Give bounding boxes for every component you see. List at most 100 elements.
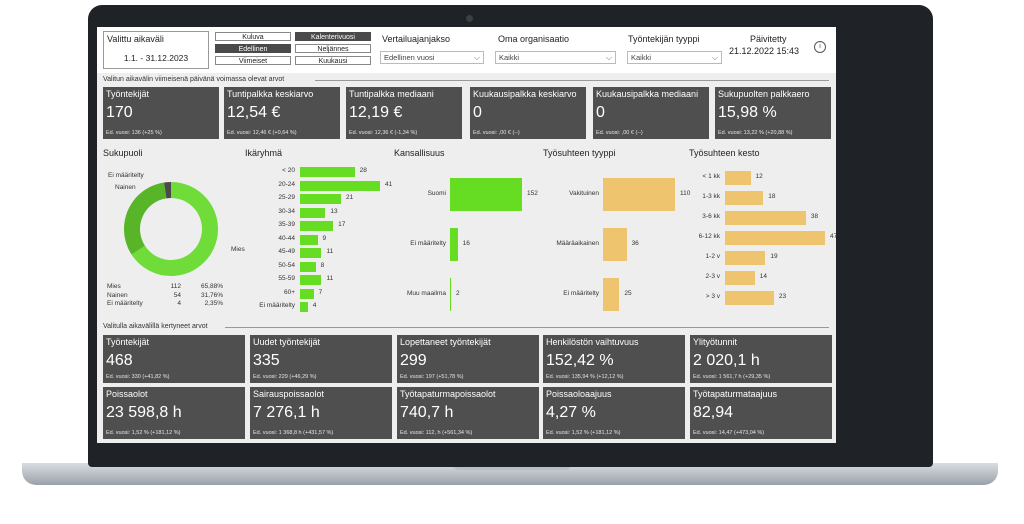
kpi-title: Ylityötunnit — [693, 337, 738, 347]
bar[interactable] — [603, 278, 620, 311]
period-selector[interactable]: Valittu aikaväli 1.1. - 31.12.2023 — [103, 31, 209, 69]
bar[interactable] — [725, 211, 806, 225]
kpi-card[interactable]: Sukupuolten palkkaero 15,98 % Ed. vuosi: 1… — [715, 87, 831, 139]
bar[interactable] — [300, 180, 380, 191]
bar[interactable] — [300, 248, 322, 258]
bar[interactable] — [300, 221, 334, 231]
kpi-card[interactable]: Kuukausipalkka keskiarvo 0 Ed. vuosi: ,00 … — [470, 87, 586, 139]
bar[interactable] — [300, 234, 318, 245]
bar-value-label: 25 — [624, 289, 632, 297]
emptype-value: Kaikki — [631, 53, 652, 62]
kpi-title: Työtapaturmataajuus — [693, 389, 778, 399]
bar-value-label: 4 — [312, 302, 317, 309]
bar[interactable] — [300, 288, 314, 299]
kpi-card[interactable]: Työntekijät 468 Ed. vuosi: 330 (+41,82 %) — [103, 335, 245, 383]
kpi-prev-year: Ed. vuosi: 229 (+46,29 %) — [253, 374, 317, 380]
kpi-value: 740,7 h — [400, 404, 454, 421]
bar-value-label: 152 — [527, 189, 538, 197]
bar[interactable] — [603, 228, 627, 261]
donut-callout-nainen: Nainen — [115, 184, 136, 191]
gender-legend-pct: 31,76% — [200, 291, 223, 299]
emptype-dropdown[interactable]: Kaikki ⌵ — [627, 51, 722, 64]
kpi-card[interactable]: Kuukausipalkka mediaani 0 Ed. vuosi: ,00 €… — [593, 87, 709, 139]
comparison-dropdown[interactable]: Edellinen vuosi ⌵ — [380, 51, 484, 64]
bar[interactable] — [725, 291, 774, 305]
kpi-card[interactable]: Työntekijät 170 Ed. vuosi: 136 (+25 %) — [103, 87, 219, 139]
gender-legend-count: 4 — [177, 300, 181, 307]
kpi-card[interactable]: Sairauspoissaolot 7 276,1 h Ed. vuosi: 1 3… — [250, 387, 392, 439]
kpi-card[interactable]: Ylityötunnit 2 020,1 h Ed. vuosi: 1 561,7 … — [690, 335, 832, 383]
bar-category-label: 30-34 — [278, 207, 295, 215]
bar[interactable] — [725, 191, 764, 205]
bar[interactable] — [725, 231, 825, 245]
kpi-card[interactable]: Henkilöstön vaihtuvuus 152,42 % Ed. vuosi:… — [543, 335, 685, 383]
bar-value-label: 2 — [456, 289, 460, 297]
bar-category-label: 6-12 kk — [698, 233, 720, 240]
period-btn-neljannes[interactable]: Neljännes — [295, 44, 371, 53]
kpi-value: 468 — [106, 352, 133, 369]
kpi-card[interactable]: Työtapaturmapoissaolot 740,7 h Ed. vuosi: … — [397, 387, 539, 439]
bar-value-label: 23 — [778, 293, 787, 300]
donut-slice-ei-mritelty[interactable] — [164, 182, 171, 199]
kpi-title: Tuntipalkka keskiarvo — [227, 89, 314, 99]
bar[interactable] — [300, 194, 341, 204]
bar-category-label: 50-54 — [278, 261, 295, 269]
kpi-title: Tuntipalkka mediaani — [349, 89, 434, 99]
bar[interactable] — [725, 271, 755, 285]
bar-category-label: < 20 — [282, 167, 295, 174]
info-icon[interactable]: i — [814, 41, 826, 53]
bar[interactable] — [725, 171, 751, 185]
kpi-prev-year: Ed. vuosi: 136 (+25 %) — [106, 130, 162, 136]
period-btn-kuluva[interactable]: Kuluva — [215, 32, 291, 41]
bar[interactable] — [300, 275, 322, 285]
bar-category-label: 1-2 v — [705, 253, 720, 260]
kpi-value: 15,98 % — [718, 104, 777, 121]
bar[interactable] — [300, 302, 308, 312]
donut-slice-mies[interactable] — [131, 182, 218, 276]
kpi-title: Uudet työntekijät — [253, 337, 321, 347]
kpi-card[interactable]: Lopettaneet työntekijät 299 Ed. vuosi: 197… — [397, 335, 539, 383]
kpi-card[interactable]: Poissaolot 23 598,8 h Ed. vuosi: 1,52 % (+… — [103, 387, 245, 439]
period-btn-edellinen[interactable]: Edellinen — [215, 44, 291, 53]
kpi-value: 0 — [473, 104, 482, 121]
bar-value-label: 11 — [326, 248, 334, 255]
bar-value-label: 47 — [830, 233, 836, 240]
bar-category-label: < 1 kk — [702, 173, 720, 180]
bar[interactable] — [603, 178, 675, 211]
period-btn-kuukausi[interactable]: Kuukausi — [295, 56, 371, 65]
bar-category-label: Suomi — [427, 189, 446, 197]
period-btn-viimeiset[interactable]: Viimeiset — [215, 56, 291, 65]
kpi-value: 82,94 — [693, 404, 734, 421]
kpi-prev-year: Ed. vuosi: 135,94 % (+12,12 %) — [546, 374, 624, 380]
kpi-card[interactable]: Poissaoloaajuus 4,27 % Ed. vuosi: 1,52 % (… — [543, 387, 685, 439]
bar-value-label: 19 — [770, 253, 778, 260]
kpi-value: 299 — [400, 352, 427, 369]
kpi-card[interactable]: Työtapaturmataajuus 82,94 Ed. vuosi: 14,47… — [690, 387, 832, 439]
donut-slice-nainen[interactable] — [124, 182, 167, 255]
bar-value-label: 9 — [322, 234, 327, 242]
org-dropdown[interactable]: Kaikki ⌵ — [495, 51, 616, 64]
updated-label: Päivitetty — [750, 34, 787, 44]
kpi-prev-year: Ed. vuosi: 1 368,8 h (+431,57 %) — [253, 430, 334, 436]
period-btn-kalenterivuosi[interactable]: Kalenterivuosi — [295, 32, 371, 41]
kpi-card[interactable]: Uudet työntekijät 335 Ed. vuosi: 229 (+46,… — [250, 335, 392, 383]
bar[interactable] — [450, 278, 451, 311]
bar-category-label: 20-24 — [278, 180, 295, 188]
bar[interactable] — [300, 167, 355, 177]
bar[interactable] — [300, 261, 316, 272]
bar[interactable] — [300, 207, 326, 218]
kpi-title: Lopettaneet työntekijät — [400, 337, 491, 347]
bar[interactable] — [450, 178, 522, 211]
kpi-title: Sairauspoissaolot — [253, 389, 325, 399]
kpi-card[interactable]: Tuntipalkka mediaani 12,19 € Ed. vuosi: 12… — [346, 87, 462, 139]
bar[interactable] — [450, 228, 458, 261]
gender-legend-count: 112 — [170, 283, 181, 290]
kpi-card[interactable]: Tuntipalkka keskiarvo 12,54 € Ed. vuosi: 1… — [224, 87, 340, 139]
kpi-title: Sukupuolten palkkaero — [718, 89, 810, 99]
bar-category-label: > 3 v — [705, 293, 720, 300]
gender-legend-label: Ei määritelty — [107, 300, 143, 307]
emptype-label: Työntekijän tyyppi — [628, 34, 700, 44]
gender-chart-title: Sukupuoli — [103, 148, 143, 158]
bar[interactable] — [725, 251, 766, 265]
org-value: Kaikki — [499, 53, 520, 62]
